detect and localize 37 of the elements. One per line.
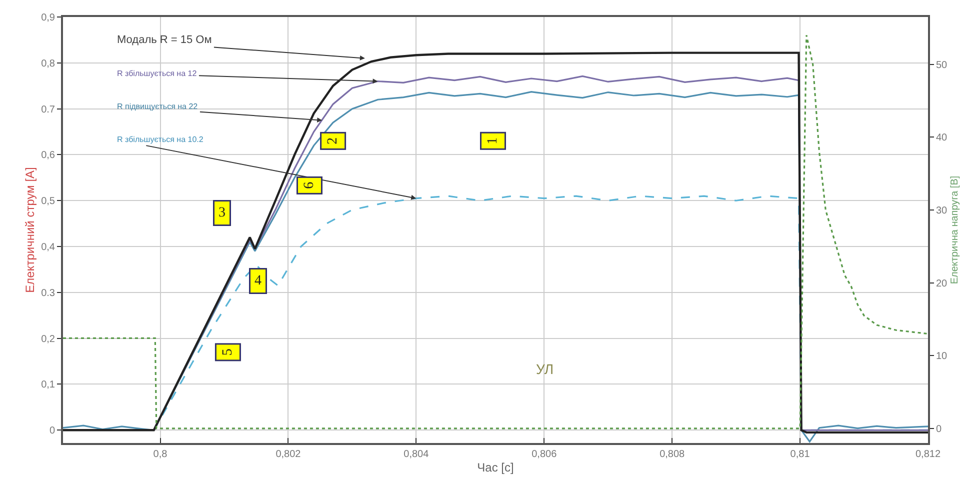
- annotation: R підвищується на 22: [117, 102, 198, 111]
- y-tick-label: 0.7: [41, 104, 56, 116]
- annotation: 1: [486, 137, 500, 144]
- annotation: 2: [326, 137, 341, 144]
- annotation: Модаль R = 15 Ом: [117, 34, 212, 46]
- y2-tick-label: 10: [936, 351, 948, 362]
- x-tick-label: 0,804: [404, 449, 430, 460]
- y2-axis-title: Електрична напруга [В]: [950, 176, 961, 284]
- annotation: R збільшується на 12: [117, 69, 198, 78]
- annotation: R збільшується на 10.2: [117, 135, 204, 144]
- annotation: 4: [254, 274, 262, 288]
- y-tick-label: 0.3: [41, 288, 56, 299]
- y-tick-label: 0,5: [41, 196, 56, 208]
- y2-tick-label: 30: [936, 205, 948, 216]
- annotation: 5: [220, 348, 236, 356]
- y-axis-title: Електричний струм [A]: [22, 167, 37, 293]
- y2-tick-label: 50: [936, 60, 948, 71]
- x-tick-label: 0,806: [532, 449, 558, 460]
- annotation: 6: [302, 182, 317, 189]
- y2-tick-label: 0: [936, 424, 942, 435]
- x-tick-label: 0,812: [915, 449, 941, 460]
- annotation: УЛ: [536, 361, 554, 377]
- x-axis-title: Час [с]: [477, 460, 514, 474]
- y-tick-label: 0,9: [41, 12, 56, 24]
- y-tick-label: 0: [49, 426, 56, 437]
- x-tick-label: 0,808: [660, 449, 686, 460]
- annotation: 3: [218, 206, 226, 220]
- y-tick-label: 0,4: [41, 242, 56, 254]
- x-tick-label: 0,81: [790, 449, 810, 460]
- x-tick-label: 0,802: [276, 449, 302, 460]
- x-tick-label: 0,8: [153, 449, 168, 460]
- y-tick-label: 0,6: [41, 150, 56, 162]
- y-tick-label: 0,8: [41, 58, 56, 70]
- y2-tick-label: 40: [936, 132, 948, 144]
- y-tick-label: 0,1: [41, 380, 56, 391]
- y-tick-label: 0,2: [41, 334, 56, 345]
- y2-tick-label: 20: [936, 278, 948, 290]
